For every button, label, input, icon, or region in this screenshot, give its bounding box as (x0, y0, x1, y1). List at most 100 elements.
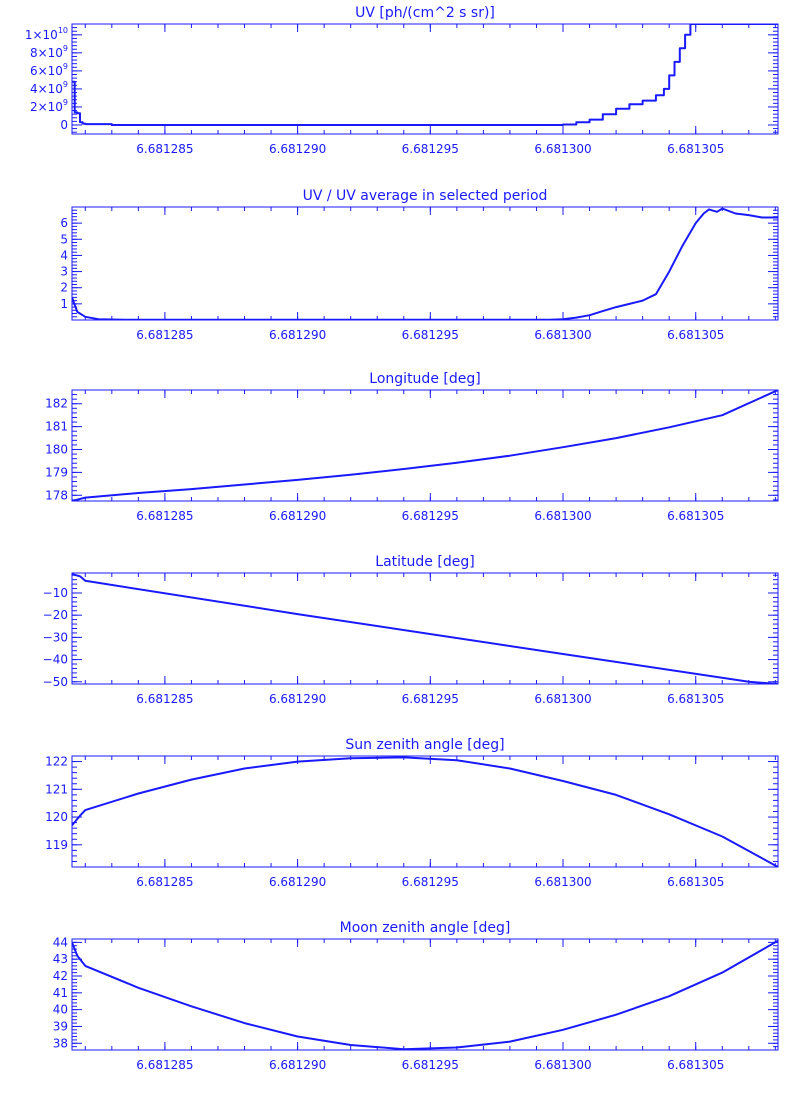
y-tick-label: 121 (45, 782, 68, 796)
y-tick-exponent: 10 (58, 26, 68, 35)
plot-frame (71, 572, 779, 685)
y-tick-base: 3 (60, 265, 68, 279)
x-tick-label: 6.681285 (136, 875, 193, 889)
y-tick-base: −50 (43, 675, 68, 689)
y-tick-label: 179 (45, 465, 68, 479)
panel-title: UV / UV average in selected period (303, 188, 548, 204)
plot-frame (71, 206, 779, 321)
panel-title: Sun zenith angle [deg] (345, 737, 504, 753)
y-tick-label: 38 (53, 1036, 68, 1050)
data-series-line (72, 24, 778, 126)
x-tick-label: 6.681295 (402, 328, 459, 342)
y-tick-label: 4×109 (30, 80, 68, 96)
x-tick-label: 6.681300 (534, 1058, 591, 1072)
x-tick-label: 6.681300 (534, 142, 591, 156)
y-tick-label: 1×1010 (25, 26, 68, 42)
data-series-line (72, 573, 778, 684)
x-tick-label: 6.681300 (534, 328, 591, 342)
y-tick-base: 44 (53, 935, 68, 949)
y-tick-label: 5 (60, 232, 68, 246)
x-tick-label: 6.681305 (667, 509, 724, 523)
y-tick-label: 2×109 (30, 98, 68, 114)
y-tick-base: 179 (45, 465, 68, 479)
y-tick-base: 8×10 (30, 46, 63, 60)
x-tick-label: 6.681295 (402, 142, 459, 156)
y-tick-label: 119 (45, 838, 68, 852)
y-tick-label: −50 (43, 675, 68, 689)
y-tick-base: 4×10 (30, 82, 63, 96)
plot-frame (71, 755, 779, 868)
x-tick-label: 6.681285 (136, 328, 193, 342)
panel-title: Longitude [deg] (369, 371, 480, 387)
panel-title: Moon zenith angle [deg] (340, 920, 511, 936)
y-tick-base: 43 (53, 952, 68, 966)
y-tick-label: 42 (53, 969, 68, 983)
y-tick-base: 1×10 (25, 28, 58, 42)
data-series-line (72, 390, 778, 501)
y-tick-exponent: 9 (63, 98, 68, 107)
x-tick-label: 6.681290 (269, 142, 326, 156)
y-tick-label: 122 (45, 755, 68, 769)
panel-3: Longitude [deg] 6.681285 6.681290 6.681295 6… (45, 371, 779, 523)
y-tick-base: −10 (43, 586, 68, 600)
x-tick-label: 6.681285 (136, 692, 193, 706)
y-tick-base: 2 (60, 281, 68, 295)
panel-6: Moon zenith angle [deg] 6.681285 6.681290 6… (53, 920, 779, 1072)
y-tick-base: 38 (53, 1036, 68, 1050)
y-tick-base: 39 (53, 1019, 68, 1033)
panel-1: UV [ph/(cm^2 s sr)] 6.681285 6.681290 6.681… (25, 5, 779, 156)
y-tick-base: 6×10 (30, 64, 63, 78)
x-tick-label: 6.681305 (667, 1058, 724, 1072)
x-tick-label: 6.681290 (269, 1058, 326, 1072)
x-tick-label: 6.681305 (667, 875, 724, 889)
panel-title: UV [ph/(cm^2 s sr)] (355, 5, 495, 21)
x-tick-label: 6.681285 (136, 509, 193, 523)
x-tick-label: 6.681290 (269, 509, 326, 523)
plot-frame (71, 938, 779, 1051)
plot-frame (71, 389, 779, 502)
x-tick-label: 6.681295 (402, 875, 459, 889)
x-tick-label: 6.681300 (534, 692, 591, 706)
y-tick-base: 40 (53, 1003, 68, 1017)
y-tick-label: 2 (60, 281, 68, 295)
data-series-line (72, 939, 778, 1050)
y-tick-label: 0 (60, 118, 68, 132)
panel-5: Sun zenith angle [deg] 6.681285 6.681290 6.… (45, 737, 779, 889)
y-tick-base: 0 (60, 118, 68, 132)
y-tick-base: −30 (43, 630, 68, 644)
y-tick-label: 39 (53, 1019, 68, 1033)
x-tick-label: 6.681295 (402, 1058, 459, 1072)
y-tick-exponent: 9 (63, 62, 68, 71)
y-tick-exponent: 9 (63, 80, 68, 89)
x-tick-label: 6.681295 (402, 509, 459, 523)
y-tick-base: 122 (45, 755, 68, 769)
x-tick-label: 6.681300 (534, 509, 591, 523)
y-tick-label: −30 (43, 630, 68, 644)
y-tick-base: 180 (45, 443, 68, 457)
y-tick-label: 6 (60, 216, 68, 230)
y-tick-label: 1 (60, 297, 68, 311)
y-tick-base: 6 (60, 216, 68, 230)
panel-title: Latitude [deg] (375, 554, 474, 570)
y-tick-label: −40 (43, 653, 68, 667)
y-tick-label: 3 (60, 265, 68, 279)
y-tick-base: 181 (45, 420, 68, 434)
x-tick-label: 6.681295 (402, 692, 459, 706)
y-tick-base: 119 (45, 838, 68, 852)
y-tick-base: 2×10 (30, 100, 63, 114)
y-tick-label: 178 (45, 488, 68, 502)
x-tick-label: 6.681285 (136, 1058, 193, 1072)
data-series-line (72, 207, 778, 320)
y-tick-label: 180 (45, 443, 68, 457)
y-tick-base: 178 (45, 488, 68, 502)
y-tick-label: 41 (53, 986, 68, 1000)
y-tick-label: 44 (53, 935, 68, 949)
y-tick-label: 43 (53, 952, 68, 966)
y-tick-label: 120 (45, 810, 68, 824)
y-tick-exponent: 9 (63, 44, 68, 53)
y-tick-label: 4 (60, 248, 68, 262)
y-tick-label: 6×109 (30, 62, 68, 78)
y-tick-base: −40 (43, 653, 68, 667)
